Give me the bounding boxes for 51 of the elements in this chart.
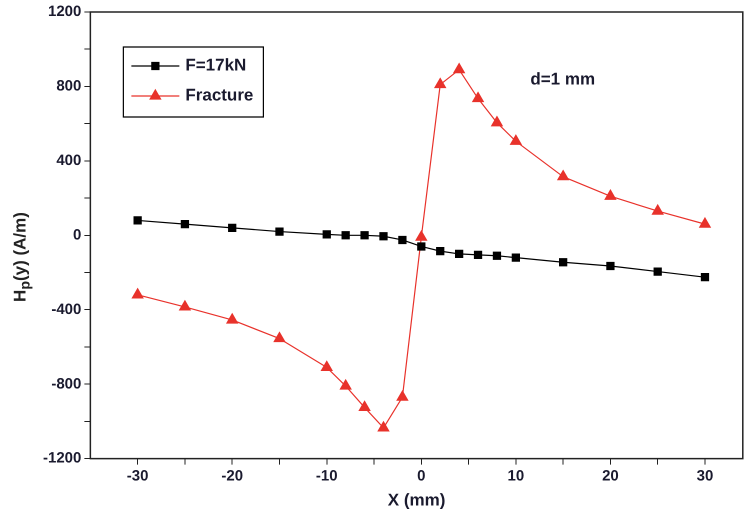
point — [358, 400, 370, 412]
point — [416, 230, 428, 241]
annotation: d=1 mm — [530, 70, 596, 89]
point — [378, 421, 390, 432]
point — [179, 300, 191, 311]
point — [700, 273, 710, 282]
point — [274, 332, 286, 342]
legend-label: F=17kN — [185, 56, 246, 75]
point — [652, 204, 664, 215]
point — [134, 216, 142, 225]
point — [417, 242, 426, 251]
point — [228, 224, 236, 232]
point — [322, 230, 331, 239]
point — [559, 258, 568, 266]
legend-label: Fracture — [185, 86, 254, 105]
y-tick-label: 400 — [56, 152, 82, 170]
point — [398, 236, 407, 244]
x-tick-label: -30 — [126, 468, 148, 485]
point — [512, 253, 520, 262]
y-tick-label: -1200 — [42, 450, 82, 467]
point — [180, 220, 190, 228]
y-tick-label: 800 — [56, 78, 82, 95]
point — [436, 246, 444, 256]
point — [606, 262, 615, 270]
point — [654, 267, 662, 276]
point — [226, 313, 238, 324]
x-tick-label: 0 — [417, 468, 426, 485]
y-tick-label: -400 — [51, 300, 82, 318]
x-axis-title: X (mm) — [388, 490, 446, 510]
y-tick-label: 1200 — [48, 3, 82, 20]
x-tick-label: 10 — [508, 468, 524, 485]
point — [360, 231, 369, 240]
point — [379, 232, 388, 240]
point — [320, 360, 333, 372]
point — [557, 170, 569, 180]
y-tick-label: -800 — [51, 375, 82, 392]
point — [699, 218, 711, 228]
point — [132, 288, 144, 298]
point — [492, 252, 502, 260]
point — [396, 390, 408, 401]
point — [604, 190, 616, 200]
x-tick-label: -20 — [221, 468, 244, 485]
x-tick-label: -10 — [316, 468, 338, 485]
y-tick-label: 0 — [73, 226, 82, 244]
point — [454, 250, 464, 258]
point — [275, 227, 284, 236]
x-tick-label: 20 — [602, 468, 619, 485]
point — [342, 231, 350, 240]
point — [340, 379, 352, 390]
x-tick-label: 30 — [696, 468, 714, 485]
point — [474, 250, 482, 259]
